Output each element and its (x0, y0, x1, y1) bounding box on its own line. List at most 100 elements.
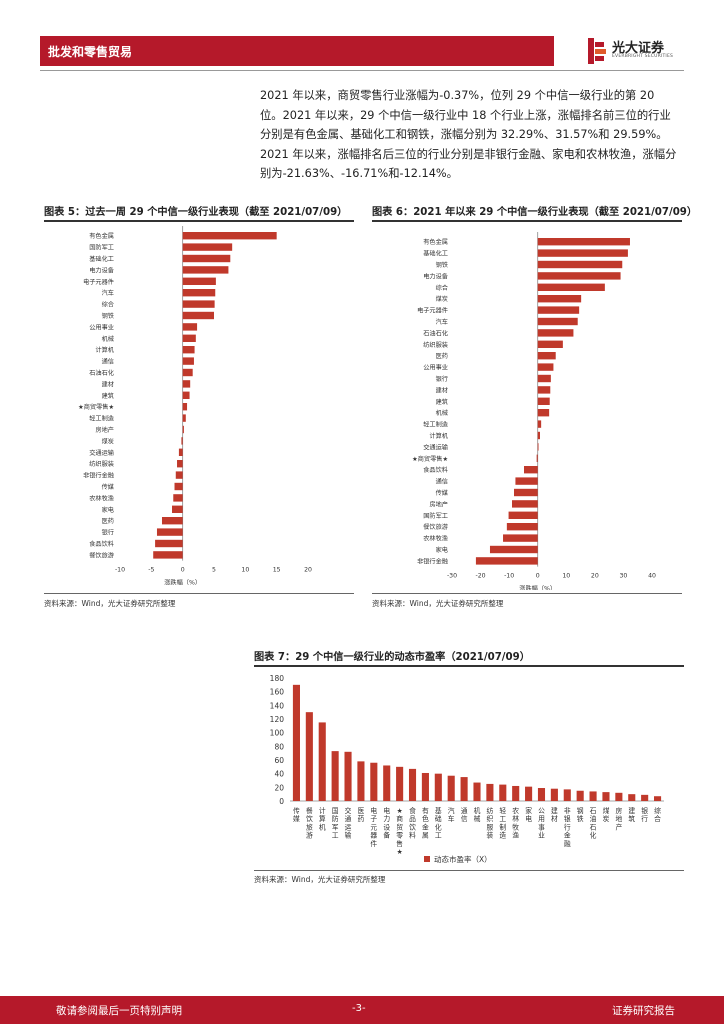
fig6-chart: 有色金属基础化工钢铁电力设备综合煤炭电子元器件汽车石油石化纺织服装医药公用事业银… (412, 232, 656, 590)
fig6-bar (537, 431, 540, 440)
fig5-bar (182, 323, 198, 331)
fig6-tick-label: 30 (619, 573, 627, 580)
fig5-bar (182, 277, 216, 285)
fig7-tick-label: 60 (274, 756, 284, 765)
fig6-bar (503, 534, 538, 542)
fig7-bar (615, 792, 623, 801)
fig7-bar (654, 796, 662, 801)
fig7-category-label: 钢铁 (577, 806, 584, 823)
fig7-category-label: 基础化工 (435, 806, 442, 840)
fig5-category-label: 交通运输 (89, 449, 115, 457)
fig6-category-label: 有色金属 (423, 238, 448, 246)
fig6-bar (515, 477, 538, 485)
fig7-category-label: 轻工制造 (499, 806, 506, 840)
fig7-source: 资料来源：Wind，光大证券研究所整理 (254, 875, 386, 884)
fig7-category-label: 有色金属 (422, 806, 429, 840)
fig6-title: 图表 6：2021 年以来 29 个中信一级行业表现（截至 2021/07/09… (372, 207, 698, 218)
fig6-bar (537, 363, 554, 371)
fig6-tick-label: -30 (447, 573, 457, 580)
fig7-category-label: 房地产 (615, 806, 622, 831)
fig7-bar (370, 762, 378, 801)
fig7-category-label: 石油石化 (590, 807, 597, 840)
fig6-category-label: 公用事业 (423, 364, 448, 372)
fig5-tick-label: 0 (181, 567, 185, 574)
fig6-category-label: 家电 (436, 546, 448, 554)
fig6-bar (536, 454, 538, 462)
fig6-bar (512, 500, 538, 508)
header-divider (40, 70, 684, 71)
fig5-bar (182, 311, 214, 320)
fig7-category-label: 餐饮旅游 (306, 806, 313, 840)
fig5-bar (182, 391, 190, 399)
fig7-bar (473, 782, 481, 801)
fig6-category-label: 机械 (436, 409, 448, 417)
fig6-tick-label: -20 (476, 573, 486, 580)
fig5-category-label: 银行 (102, 529, 114, 537)
fig5-bar (182, 380, 191, 388)
fig5-bar (161, 517, 183, 525)
fig7-category-label: 煤炭 (603, 806, 610, 823)
footer-report-type: 证券研究报告 (612, 1005, 675, 1017)
fig6-category-label: ★商贸零售★ (412, 455, 448, 463)
fig6-category-label: 国防军工 (423, 512, 448, 520)
fig7-bar (512, 785, 520, 801)
fig6-category-label: 煤炭 (436, 295, 448, 303)
fig6-bar (537, 340, 563, 348)
fig6-bar (537, 386, 551, 394)
fig7-bar (421, 772, 429, 801)
fig6-bar (537, 397, 550, 405)
brand-logo (588, 38, 606, 64)
fig7-bar (525, 786, 533, 801)
fig7-category-label: 交通运输 (345, 806, 352, 840)
fig5-bar (182, 414, 186, 422)
fig5-bar (182, 357, 194, 365)
fig5-tick-label: -10 (115, 567, 125, 574)
fig6-bar (537, 420, 542, 428)
fig6-category-label: 纺织服装 (423, 341, 448, 349)
fig6-category-label: 非银行金融 (417, 557, 448, 565)
brand-name: 光大证券 (612, 41, 665, 56)
fig7-category-label: ★商贸零售★ (396, 807, 403, 856)
fig6-category-label: 餐饮旅游 (423, 523, 448, 531)
fig5-category-label: 建材 (102, 380, 114, 388)
fig5-category-label: 有色金属 (89, 232, 114, 240)
fig5-bar (172, 505, 183, 513)
fig7-bar (305, 712, 313, 801)
fig7-tick-label: 20 (274, 783, 284, 792)
fig5-tick-label: 5 (212, 567, 216, 574)
fig7-category-label: 建筑 (628, 806, 635, 823)
fig7-bar (563, 789, 571, 801)
fig5-category-label: 石油石化 (89, 369, 114, 377)
fig7-category-label: 通信 (461, 806, 468, 823)
fig6-bar (537, 238, 630, 246)
fig6-bottom-rule (372, 593, 682, 594)
fig6-bar (537, 260, 623, 269)
fig6-category-label: 通信 (436, 478, 448, 486)
fig5-bar (182, 425, 184, 434)
fig7-category-label: 非银行金融 (564, 806, 571, 848)
fig5-bottom-rule (44, 593, 354, 594)
fig6-category-label: 建筑 (436, 398, 449, 406)
fig6-bar (506, 523, 538, 531)
fig7-bar (292, 684, 300, 801)
fig7-tick-label: 80 (274, 742, 284, 751)
fig5-category-label: 传媒 (102, 483, 115, 491)
fig5-category-label: 家电 (102, 506, 114, 514)
fig7-category-label: 公用事业 (538, 807, 545, 840)
fig5-category-label: 建筑 (102, 392, 115, 400)
fig6-category-label: 银行 (436, 375, 448, 383)
fig6-source: 资料来源：Wind，光大证券研究所整理 (372, 599, 504, 608)
fig5-category-label: 计算机 (95, 346, 114, 354)
fig5-category-label: 房地产 (95, 426, 114, 434)
section-title: 批发和零售贸易 (48, 45, 133, 59)
fig7-bar (537, 788, 546, 801)
fig6-category-label: 石油石化 (423, 329, 448, 337)
brand-logo-icon (588, 38, 606, 64)
fig5-category-label: 食品饮料 (89, 540, 114, 548)
brand-name-en: EVERBRIGHT SECURITIES (612, 54, 674, 59)
fig7-bar (408, 768, 417, 801)
fig7-category-label: 机械 (474, 806, 481, 823)
fig6-category-label: 轻工制造 (423, 421, 448, 429)
fig6-bar (537, 306, 580, 314)
fig7-bar (499, 784, 507, 801)
